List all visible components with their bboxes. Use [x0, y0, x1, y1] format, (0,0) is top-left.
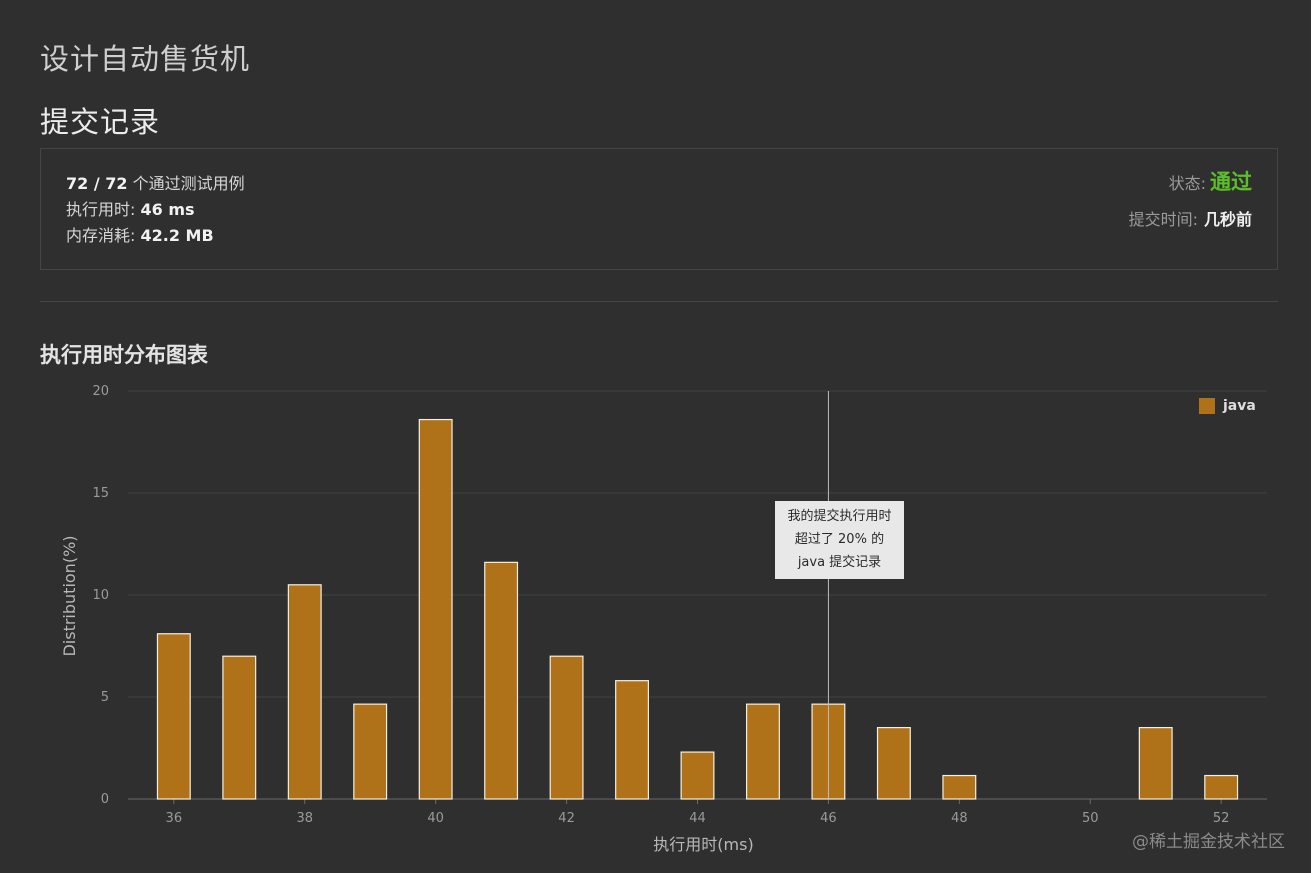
status-row: 状态: 通过	[1129, 167, 1252, 197]
x-tick-label: 36	[166, 811, 183, 826]
submit-time-row: 提交时间: 几秒前	[1129, 209, 1252, 231]
bar[interactable]	[484, 561, 519, 800]
bar[interactable]	[942, 774, 977, 800]
tooltip-line: java 提交记录	[797, 555, 882, 570]
summary-stats: 72 / 72 个通过测试用例 执行用时: 46 ms 内存消耗: 42.2 M…	[66, 171, 245, 249]
submit-time-label: 提交时间:	[1128, 210, 1198, 229]
bar[interactable]	[1204, 774, 1239, 800]
summary-status: 状态: 通过 提交时间: 几秒前	[1129, 167, 1252, 231]
bar[interactable]	[876, 726, 911, 800]
section-title: 提交记录	[40, 105, 161, 139]
x-tick-label: 44	[689, 811, 706, 826]
runtime-row: 执行用时: 46 ms	[66, 197, 245, 223]
runtime-label: 执行用时:	[66, 200, 141, 219]
memory-label: 内存消耗:	[66, 226, 141, 245]
chart-title: 执行用时分布图表	[40, 343, 208, 367]
y-tick-label: 20	[92, 384, 109, 399]
page-title: 设计自动售货机	[40, 42, 251, 76]
submission-summary: 72 / 72 个通过测试用例 执行用时: 46 ms 内存消耗: 42.2 M…	[40, 148, 1278, 270]
tooltip-line: 我的提交执行用时	[787, 509, 892, 524]
bar[interactable]	[287, 584, 322, 800]
y-tick-label: 5	[101, 690, 109, 705]
x-tick-label: 42	[558, 811, 575, 826]
watermark: @稀土掘金技术社区	[1132, 832, 1285, 852]
runtime-value: 46 ms	[140, 200, 195, 219]
x-tick-label: 40	[427, 811, 444, 826]
memory-value: 42.2 MB	[140, 226, 214, 245]
bar[interactable]	[353, 703, 388, 800]
x-axis-label: 执行用时(ms)	[653, 835, 753, 854]
bar[interactable]	[1138, 726, 1173, 800]
bar[interactable]	[418, 418, 453, 800]
submit-time-value: 几秒前	[1203, 210, 1252, 229]
memory-row: 内存消耗: 42.2 MB	[66, 223, 245, 249]
bar[interactable]	[745, 703, 780, 800]
status-label: 状态:	[1168, 174, 1206, 193]
bar[interactable]	[549, 655, 584, 800]
tooltip-line: 超过了 20% 的	[794, 532, 885, 547]
x-tick-label: 48	[951, 811, 968, 826]
passed-count: 72 / 72	[66, 174, 128, 193]
y-axis-label: Distribution(%)	[60, 535, 79, 656]
y-tick-label: 15	[92, 486, 109, 501]
x-tick-label: 46	[820, 811, 837, 826]
bar[interactable]	[222, 655, 257, 800]
legend-label-java: java	[1223, 398, 1256, 414]
x-tick-label: 38	[296, 811, 313, 826]
bar[interactable]	[680, 751, 715, 800]
y-tick-label: 10	[92, 588, 109, 603]
test-cases-row: 72 / 72 个通过测试用例	[66, 171, 245, 197]
legend-swatch-java	[1199, 398, 1215, 414]
bar[interactable]	[615, 680, 650, 800]
status-value[interactable]: 通过	[1210, 170, 1252, 194]
y-tick-label: 0	[101, 792, 109, 807]
section-divider	[40, 301, 1278, 302]
x-tick-label: 52	[1213, 811, 1230, 826]
my-submission-tooltip: 我的提交执行用时 超过了 20% 的 java 提交记录	[775, 501, 904, 579]
passed-suffix: 个通过测试用例	[127, 174, 245, 193]
x-tick-label: 50	[1082, 811, 1099, 826]
chart-legend[interactable]: java	[1199, 398, 1256, 414]
bar[interactable]	[156, 633, 191, 800]
